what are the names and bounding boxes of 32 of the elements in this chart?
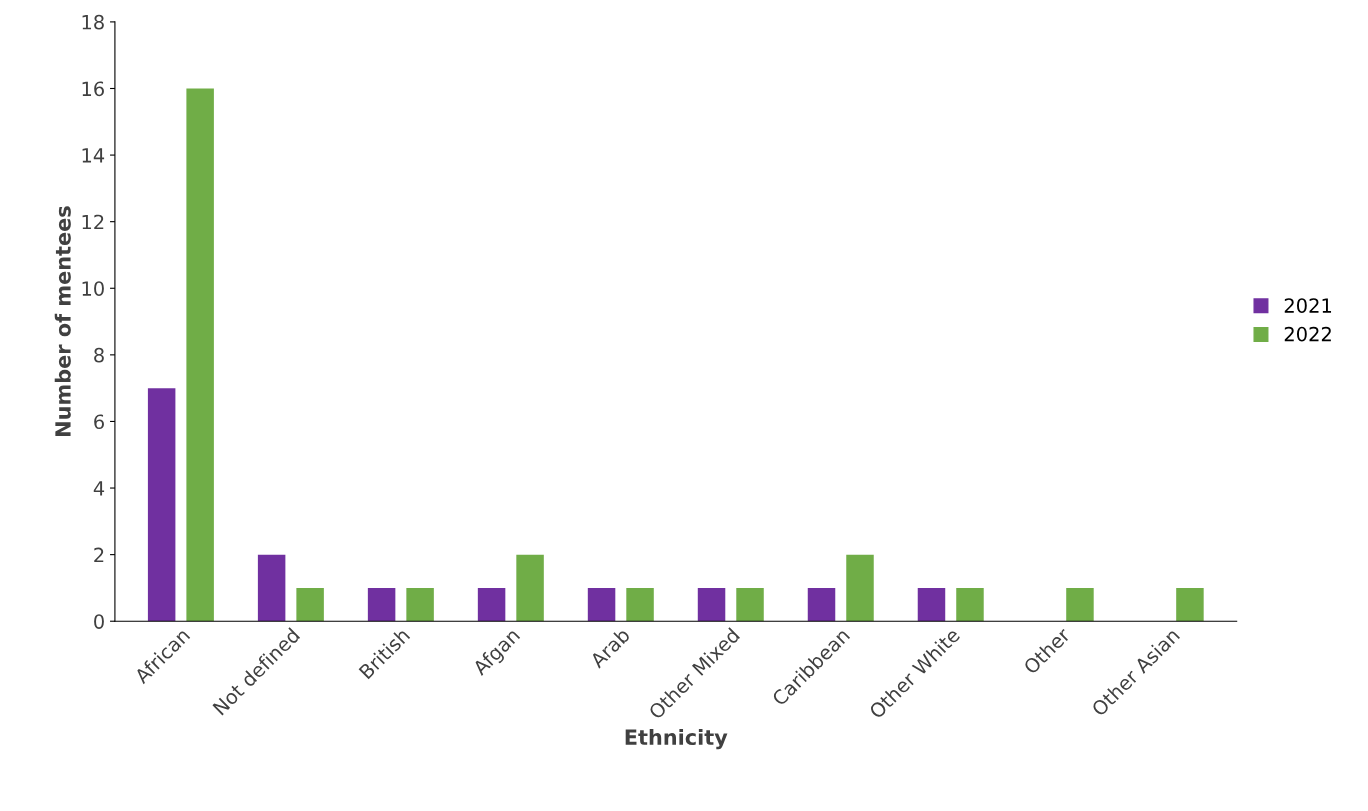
- y-tick-label: 10: [82, 281, 104, 296]
- bar: [147, 388, 176, 622]
- y-tick-label: 0: [94, 614, 104, 629]
- y-tick-label: 8: [94, 347, 104, 363]
- bar: [367, 587, 396, 622]
- bar: [956, 587, 984, 622]
- bar: [1066, 587, 1094, 622]
- x-axis-title: Ethnicity: [625, 728, 728, 750]
- y-tick-label: 2: [94, 547, 104, 563]
- bar: [626, 587, 654, 622]
- legend-label: 2021: [1284, 298, 1332, 313]
- y-tick-label: 4: [93, 481, 105, 496]
- bar: [477, 587, 506, 622]
- bar: [516, 554, 544, 622]
- bar: [697, 587, 726, 622]
- y-tick-label: 6: [94, 414, 104, 430]
- bar: [917, 587, 946, 622]
- y-axis-title: Number of mentees: [54, 206, 71, 436]
- bar: [406, 587, 434, 622]
- y-tick-label: 14: [82, 148, 105, 163]
- y-tick-label: 18: [82, 14, 104, 30]
- y-tick-label: 16: [82, 81, 104, 97]
- bar: [736, 587, 764, 622]
- bar: [186, 88, 214, 622]
- bar: [1176, 587, 1204, 622]
- bar: [296, 587, 324, 622]
- bar: [257, 554, 286, 622]
- bar: [807, 587, 836, 622]
- bar: [846, 554, 874, 622]
- legend-label: 2022: [1284, 326, 1331, 342]
- y-tick-label: 12: [82, 214, 104, 230]
- bar: [587, 587, 616, 622]
